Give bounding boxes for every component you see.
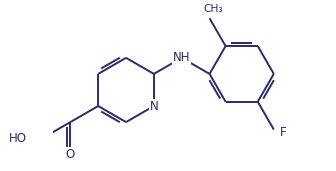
Text: N: N xyxy=(150,100,158,113)
Text: CH₃: CH₃ xyxy=(203,4,222,14)
Text: NH: NH xyxy=(173,51,191,64)
Text: O: O xyxy=(66,148,75,161)
Text: F: F xyxy=(280,126,287,139)
Text: HO: HO xyxy=(8,132,27,145)
